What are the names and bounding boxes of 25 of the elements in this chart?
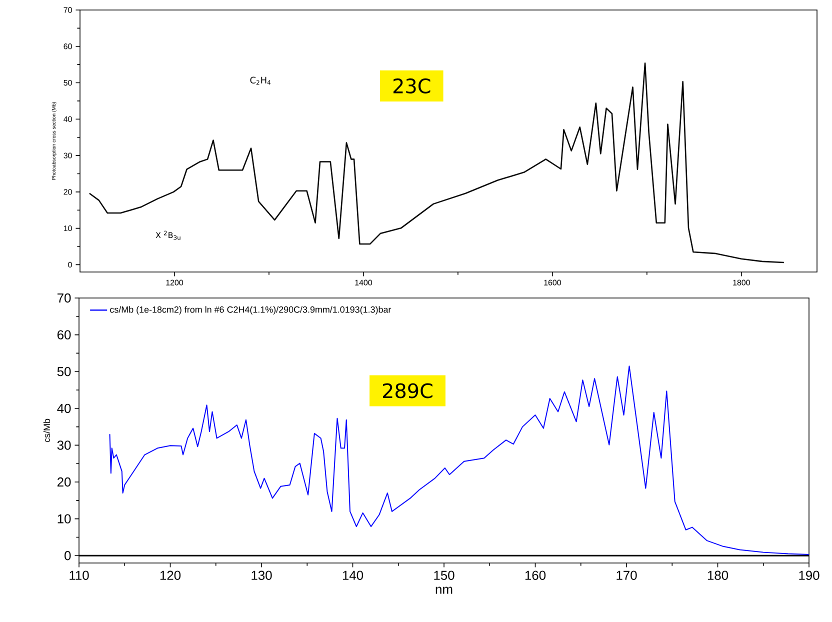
y-tick-label: 50: [57, 367, 71, 376]
x-tick-label: 160: [525, 570, 546, 580]
y-tick-label: 0: [64, 551, 71, 560]
y-tick-label: 70: [58, 293, 71, 303]
y-tick-label: 20: [57, 477, 71, 487]
x-tick-label: 180: [708, 570, 728, 580]
x-tick-label: 120: [160, 570, 181, 580]
y-tick-label: 60: [57, 330, 71, 340]
x-tick-label: 130: [252, 570, 272, 580]
y-tick-label: 30: [57, 440, 71, 450]
y-tick-label: 40: [57, 404, 71, 413]
x-tick-label: 170: [616, 570, 637, 580]
annotation: C$_{2}$H$_{4}$: [250, 76, 271, 85]
legend-label: cs/Mb (1e-18cm2) from ln #6 C2H4(1.1%)/290C/3.9mm/1.0193(1.3)bar: [110, 306, 392, 315]
x-tick-label: 190: [799, 570, 820, 580]
x-tick-label: 110: [70, 570, 89, 580]
line-series: [109, 366, 809, 556]
x-tick-label: 140: [342, 570, 364, 580]
x-axis-title: nm: [436, 586, 452, 594]
annotation: 23C: [393, 78, 430, 94]
annotation: 289C: [382, 383, 432, 398]
y-axis-title: cs/Mb: [43, 418, 50, 442]
line-series: [88, 62, 785, 264]
x-tick-label: 150: [434, 570, 454, 580]
y-tick-label: 10: [58, 514, 71, 524]
